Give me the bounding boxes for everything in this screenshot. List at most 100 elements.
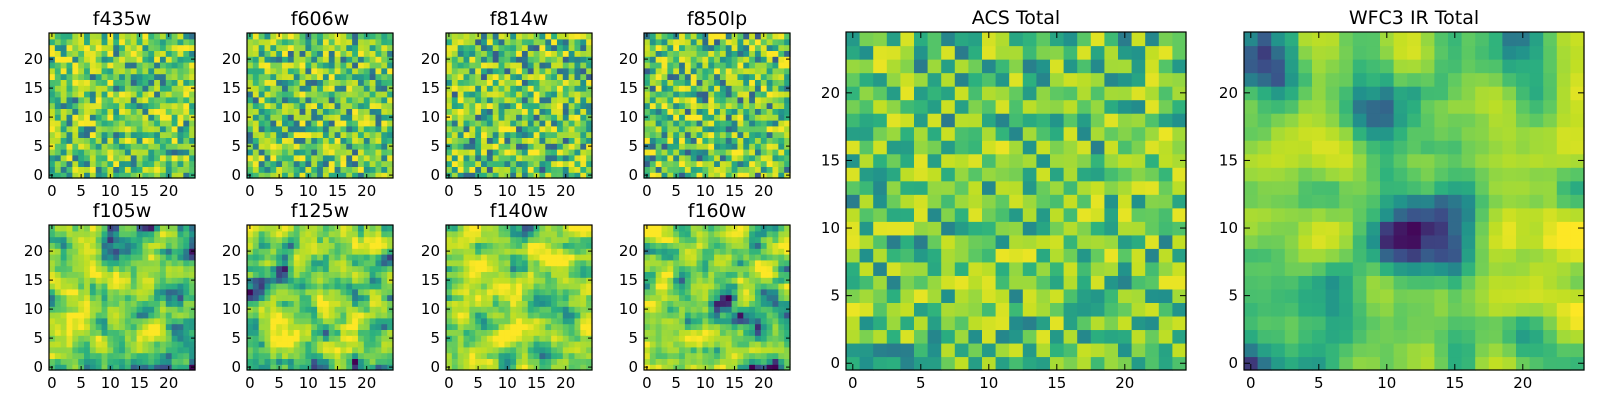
heatmap-cell	[510, 364, 517, 371]
heatmap-cell	[357, 294, 365, 301]
heatmap-cell	[486, 312, 494, 319]
heatmap-cell	[258, 44, 266, 51]
heatmap-cell	[481, 271, 488, 278]
heatmap-cell	[352, 248, 359, 255]
heatmap-cell	[457, 102, 465, 109]
heatmap-cell	[334, 73, 342, 80]
heatmap-cell	[696, 306, 703, 313]
heatmap-cell	[136, 50, 144, 57]
heatmap-cell	[719, 131, 727, 138]
heatmap-cell	[772, 312, 779, 319]
heatmap-cell	[463, 236, 470, 243]
heatmap-cell	[492, 108, 500, 115]
heatmap-cell	[49, 96, 56, 104]
heatmap-cell	[189, 259, 196, 267]
heatmap-cell	[708, 56, 715, 63]
heatmap-cell	[516, 62, 523, 69]
heatmap-cell	[340, 335, 347, 342]
heatmap-cell	[124, 102, 132, 109]
heatmap-cell	[142, 242, 149, 249]
heatmap-cell	[252, 137, 260, 144]
heatmap-cell	[258, 108, 266, 115]
heatmap-cell	[49, 102, 56, 109]
heatmap-cell	[463, 114, 470, 121]
axes-frame	[48, 32, 196, 179]
x-tick-label: 10	[696, 182, 715, 200]
heatmap-cell	[446, 230, 453, 238]
heatmap-cell	[469, 230, 476, 238]
heatmap-cell	[189, 346, 196, 354]
heatmap-cell	[119, 102, 126, 109]
heatmap-cell	[690, 335, 698, 342]
heatmap-cell	[387, 79, 394, 86]
heatmap-cell	[498, 79, 505, 86]
heatmap-cell	[568, 329, 576, 336]
heatmap-cell	[446, 259, 453, 267]
heatmap-cell	[84, 259, 91, 267]
heatmap-cell	[352, 131, 359, 138]
heatmap-cell	[731, 317, 739, 325]
heatmap-cell	[247, 67, 254, 75]
heatmap-cell	[387, 259, 394, 267]
heatmap-cell	[504, 50, 511, 57]
heatmap-cell	[363, 259, 371, 267]
heatmap-cell	[95, 67, 103, 75]
heatmap-cell	[317, 306, 324, 313]
heatmap-cell	[556, 131, 564, 138]
heatmap-cell	[124, 248, 132, 255]
heatmap-cell	[714, 352, 721, 359]
heatmap-cell	[252, 306, 260, 313]
heatmap-cell	[264, 254, 271, 261]
heatmap-cell	[451, 154, 459, 162]
heatmap-cell	[89, 358, 97, 365]
heatmap-cell	[369, 50, 377, 57]
heatmap-cell	[293, 230, 301, 238]
heatmap-cell	[696, 288, 703, 296]
heatmap-cell	[49, 154, 56, 162]
heatmap-cell	[293, 149, 301, 156]
heatmap-cell	[346, 288, 353, 296]
heatmap-cell	[89, 166, 97, 173]
heatmap-cell	[369, 79, 377, 86]
heatmap-cell	[498, 271, 505, 278]
heatmap-cell	[574, 312, 581, 319]
heatmap-cell	[743, 160, 750, 167]
heatmap-cell	[346, 143, 353, 150]
heatmap-cell	[463, 131, 470, 138]
heatmap-cell	[54, 271, 62, 278]
heatmap-cell	[95, 341, 103, 348]
heatmap-cell	[551, 259, 558, 267]
heatmap-cell	[673, 317, 680, 325]
heatmap-cell	[311, 143, 318, 150]
heatmap-cell	[743, 166, 750, 173]
heatmap-cell	[749, 62, 756, 69]
heatmap-cell	[148, 341, 155, 348]
heatmap-cell	[136, 265, 144, 272]
heatmap-cell	[737, 335, 744, 342]
heatmap-cell	[130, 166, 138, 173]
heatmap-cell	[655, 67, 663, 75]
heatmap-cell	[451, 306, 459, 313]
heatmap-cell	[130, 149, 138, 156]
heatmap-cell	[270, 335, 277, 342]
heatmap-cell	[772, 33, 779, 40]
heatmap-cell	[457, 166, 465, 173]
heatmap-cell	[189, 108, 196, 115]
heatmap-cell	[54, 85, 62, 92]
heatmap-cell	[264, 96, 271, 104]
y-tick-label: 0	[231, 358, 241, 376]
heatmap-cell	[574, 108, 581, 115]
heatmap-cell	[696, 33, 703, 40]
heatmap-cell	[387, 230, 394, 238]
heatmap-cell	[580, 288, 587, 296]
heatmap-cell	[655, 306, 663, 313]
heatmap-cell	[486, 96, 494, 104]
heatmap-cell	[282, 254, 289, 261]
heatmap-cell	[189, 91, 196, 98]
heatmap-cell	[328, 56, 336, 63]
heatmap-cell	[89, 364, 97, 371]
heatmap-cell	[142, 131, 149, 138]
heatmap-cell	[49, 166, 56, 173]
heatmap-cell	[714, 50, 721, 57]
heatmap-cell	[737, 341, 744, 348]
